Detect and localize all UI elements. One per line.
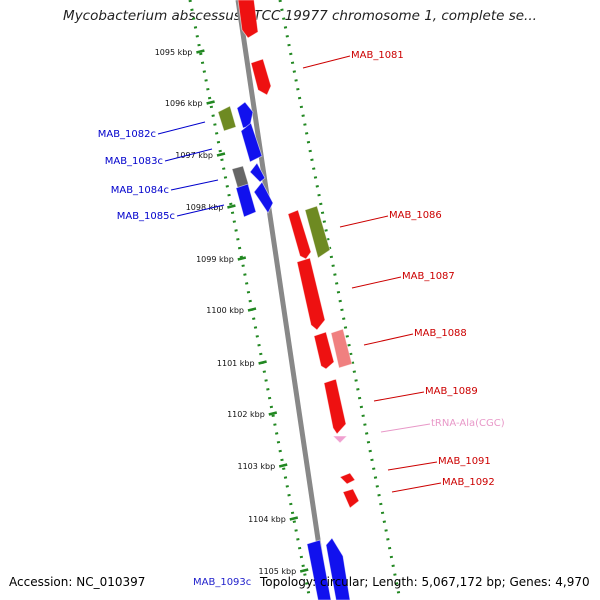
leader-line xyxy=(380,423,431,433)
gene-label[interactable]: MAB_1091 xyxy=(438,456,491,467)
tick-mark xyxy=(258,360,267,365)
tick-label: 1101 kbp xyxy=(217,359,255,368)
gene-label[interactable]: MAB_1084c xyxy=(111,185,169,196)
tick-mark xyxy=(196,49,205,54)
tick-mark xyxy=(237,256,247,261)
gene-arrow-5[interactable] xyxy=(323,378,347,435)
gene-label[interactable]: MAB_1086 xyxy=(389,210,442,221)
gene-arrow-16[interactable] xyxy=(235,183,257,218)
gene-label[interactable]: MAB_1089 xyxy=(425,386,478,397)
gene-arrow-11[interactable] xyxy=(217,105,237,132)
leader-line xyxy=(363,333,414,346)
tick-group: 1095 kbp 1096 kbp 1097 kbp 1098 kbp 1099 kbp… xyxy=(155,48,309,576)
leader-line xyxy=(164,148,213,162)
gene-label[interactable]: MAB_1092 xyxy=(442,477,495,488)
leader-line xyxy=(302,55,351,69)
gene-label[interactable]: MAB_1088 xyxy=(414,328,467,339)
map-title: Mycobacterium abscessus ATCC 19977 chrom… xyxy=(63,8,537,24)
leader-line xyxy=(339,215,389,228)
tick-label: 1104 kbp xyxy=(248,515,286,524)
leader-line xyxy=(157,121,206,135)
gene-label[interactable]: MAB_1085c xyxy=(117,211,175,222)
gene-arrow-3[interactable] xyxy=(296,257,326,331)
tick-mark xyxy=(227,204,236,209)
tick-label: 1097 kbp xyxy=(175,151,213,160)
gene-arrow-12[interactable] xyxy=(236,101,254,129)
tick-label: 1103 kbp xyxy=(237,462,275,471)
gene-arrow-4[interactable] xyxy=(313,331,335,370)
gene-arrow-2[interactable] xyxy=(287,209,312,260)
gene-group xyxy=(217,0,360,600)
leader-line xyxy=(387,461,438,471)
tick-mark xyxy=(278,463,288,468)
tick-mark xyxy=(299,568,309,573)
topology-info: Topology: circular; Length: 5,067,172 bp… xyxy=(260,575,590,589)
gene-arrow-0[interactable] xyxy=(237,0,259,39)
tick-mark xyxy=(289,516,299,521)
gene-label[interactable]: MAB_1081 xyxy=(351,50,404,61)
gene-arrow-13[interactable] xyxy=(240,122,263,163)
track-dots xyxy=(188,0,402,600)
backbone-line xyxy=(235,0,330,600)
tick-label: 1099 kbp xyxy=(196,255,234,264)
tick-label: 1096 kbp xyxy=(165,99,203,108)
gene-arrow-15[interactable] xyxy=(249,162,266,183)
gene-label[interactable]: tRNA-Ala(CGC) xyxy=(431,418,505,429)
gene-arrow-1[interactable] xyxy=(250,58,272,96)
track-dots-1 xyxy=(278,0,402,600)
gene-arrow-17[interactable] xyxy=(253,181,274,214)
gene-arrow-7[interactable] xyxy=(342,488,360,509)
partial-gene-label[interactable]: MAB_1093c xyxy=(193,577,252,588)
gene-arrow-9[interactable] xyxy=(330,328,353,369)
leader-line xyxy=(176,204,225,217)
tick-label: 1095 kbp xyxy=(155,48,193,57)
gene-arrow-18[interactable] xyxy=(306,539,332,600)
gene-arrow-10[interactable] xyxy=(332,435,348,444)
gene-label[interactable]: MAB_1087 xyxy=(402,271,455,282)
gene-arrow-6[interactable] xyxy=(339,472,356,485)
tick-mark xyxy=(247,307,257,312)
tick-mark xyxy=(216,152,226,157)
gene-label[interactable]: MAB_1082c xyxy=(98,129,156,140)
tick-label: 1098 kbp xyxy=(186,203,224,212)
tick-mark xyxy=(206,100,215,105)
gene-arrow-14[interactable] xyxy=(231,165,250,190)
leader-line xyxy=(170,179,219,191)
tick-label: 1102 kbp xyxy=(227,410,265,419)
tick-label: 1100 kbp xyxy=(206,306,244,315)
leader-line xyxy=(391,482,442,493)
leader-line xyxy=(373,391,425,402)
gene-label[interactable]: MAB_1083c xyxy=(105,156,163,167)
gene-arrow-19[interactable] xyxy=(325,537,351,600)
leader-lines xyxy=(157,55,442,493)
accession-text: Accession: NC_010397 xyxy=(9,575,146,589)
leader-line xyxy=(351,276,402,289)
gene-labels: MAB_1081 MAB_1086 MAB_1087 MAB_1088 MAB_1089… xyxy=(98,50,505,488)
tick-mark xyxy=(268,411,278,416)
gene-arrow-8[interactable] xyxy=(304,205,331,259)
tick-label: 1105 kbp xyxy=(258,567,296,576)
